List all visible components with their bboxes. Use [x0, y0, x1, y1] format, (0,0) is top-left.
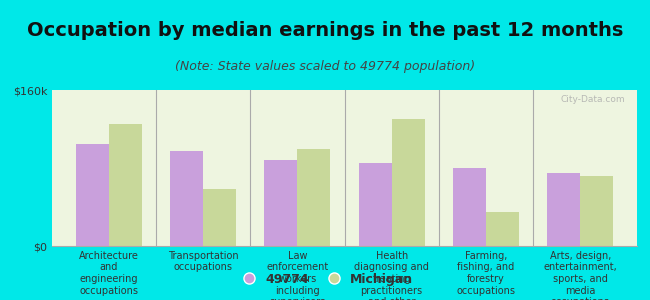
Bar — [203, 190, 236, 246]
Legend: 49774, Michigan: 49774, Michigan — [231, 268, 419, 291]
Text: City-Data.com: City-Data.com — [561, 95, 625, 104]
Bar — [486, 212, 519, 246]
Bar — [453, 168, 486, 246]
Text: Occupation by median earnings in the past 12 months: Occupation by median earnings in the pas… — [27, 21, 623, 40]
Bar — [580, 176, 614, 246]
Bar — [359, 163, 392, 246]
Bar — [392, 119, 424, 246]
Bar — [75, 144, 109, 246]
Bar — [547, 173, 580, 246]
Bar — [265, 160, 297, 246]
Text: (Note: State values scaled to 49774 population): (Note: State values scaled to 49774 popu… — [175, 60, 475, 73]
Bar — [170, 152, 203, 246]
Bar — [109, 124, 142, 246]
Bar — [297, 148, 330, 246]
